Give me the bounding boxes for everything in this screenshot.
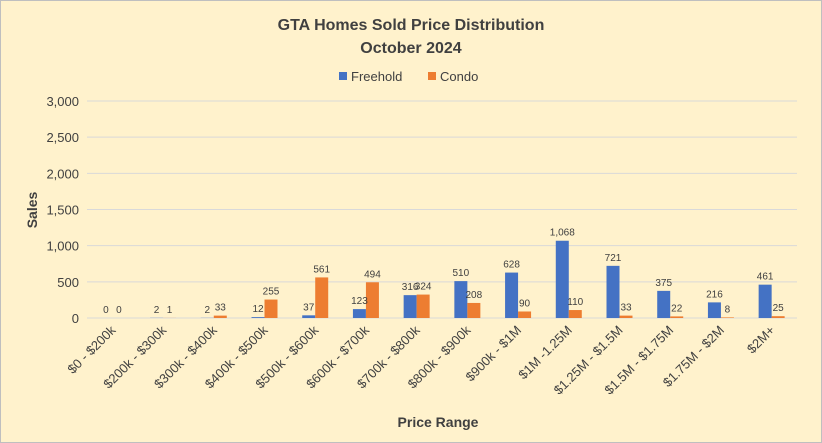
y-tick-label: 3,000 (46, 94, 79, 109)
bar-condo (720, 317, 734, 318)
data-label-freehold: 2 (154, 305, 160, 316)
bar-freehold (352, 309, 366, 318)
data-label-freehold: 510 (453, 268, 470, 279)
legend-swatch-condo (428, 72, 436, 80)
data-labels: 0 0 2 1 2 33 122553756112349431632451020862890… (103, 228, 784, 316)
bar-condo (771, 316, 785, 318)
data-label-freehold: 12 (252, 304, 264, 315)
data-label-condo: 255 (263, 287, 280, 298)
bar-freehold (758, 284, 772, 318)
gridlines (87, 100, 797, 319)
bar-freehold (454, 281, 468, 318)
bar-condo (568, 310, 582, 318)
data-label-freehold: 1,068 (550, 228, 575, 239)
bar-freehold (403, 295, 417, 318)
bar-condo (365, 282, 379, 318)
bar-freehold (606, 265, 620, 318)
bar-freehold (251, 317, 265, 318)
bar-condo (518, 311, 532, 318)
y-tick-label: 2,000 (46, 166, 79, 181)
data-label-freehold: 316 (402, 282, 419, 293)
data-label-condo: 494 (364, 269, 381, 280)
x-axis-ticks: $0 - $200k$200k - $300k$300k - $400k$400… (64, 322, 777, 397)
data-label-condo: 22 (671, 303, 683, 314)
data-label-condo: 90 (519, 298, 531, 309)
x-tick-label: $0 - $200k (64, 322, 118, 376)
data-label-condo: 110 (567, 297, 583, 308)
bar-freehold (657, 290, 671, 318)
data-label-condo: 1 (167, 305, 173, 316)
y-axis-title: Sales (24, 191, 40, 228)
y-tick-label: 500 (57, 275, 79, 290)
y-axis-ticks: 0 500 1,000 1,500 2,000 2,500 3,000 (46, 94, 79, 326)
bar-condo (416, 294, 430, 318)
data-label-condo: 0 (116, 305, 122, 316)
bar-freehold (707, 302, 721, 318)
y-tick-label: 2,500 (46, 130, 79, 145)
data-label-condo: 324 (415, 282, 432, 293)
y-tick-label: 0 (72, 311, 79, 326)
bar-freehold (302, 315, 316, 318)
data-label-freehold: 216 (706, 289, 723, 300)
bar-condo (315, 277, 329, 318)
bar-freehold (505, 272, 519, 318)
legend-label-condo: Condo (440, 69, 478, 84)
bar-condo (467, 302, 481, 318)
legend-swatch-freehold (339, 72, 347, 80)
chart-subtitle: October 2024 (360, 40, 461, 57)
data-label-freehold: 628 (503, 260, 520, 271)
chart-title: GTA Homes Sold Price Distribution (278, 17, 545, 34)
legend: Freehold Condo (339, 69, 478, 84)
bar-condo (619, 315, 633, 318)
data-label-freehold: 0 (103, 305, 109, 316)
data-label-freehold: 2 (205, 305, 211, 316)
data-label-condo: 208 (466, 290, 483, 301)
y-tick-label: 1,500 (46, 203, 79, 218)
bar-condo (264, 299, 278, 318)
bars (150, 240, 785, 318)
data-label-freehold: 123 (351, 296, 368, 307)
bar-condo (670, 316, 684, 318)
bar-freehold (555, 240, 569, 318)
data-label-condo: 8 (725, 304, 731, 315)
x-tick-label: $2M+ (744, 323, 778, 357)
data-label-freehold: 37 (303, 302, 315, 313)
data-label-condo: 33 (215, 303, 227, 314)
data-label-condo: 561 (313, 264, 330, 275)
data-label-freehold: 721 (605, 253, 622, 264)
data-label-condo: 25 (773, 303, 785, 314)
x-axis-title: Price Range (398, 414, 479, 430)
data-label-freehold: 461 (757, 272, 774, 283)
data-label-freehold: 375 (655, 278, 672, 289)
data-label-condo: 33 (620, 303, 632, 314)
legend-label-freehold: Freehold (351, 69, 402, 84)
y-tick-label: 1,000 (46, 239, 79, 254)
bar-condo (213, 315, 227, 318)
